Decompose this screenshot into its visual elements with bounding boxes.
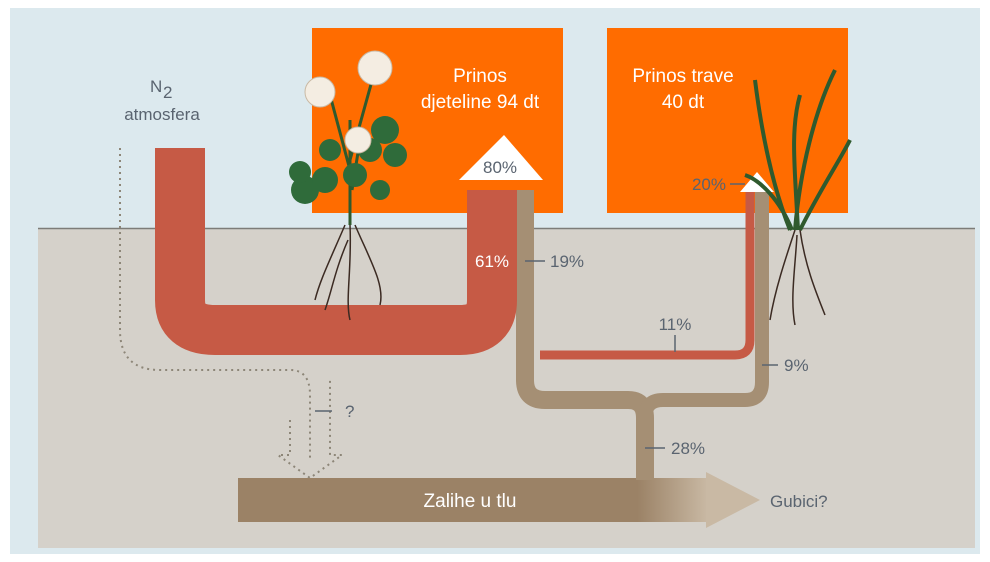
losses-label: Gubici? [770, 492, 828, 511]
flow-label: 28% [671, 439, 705, 458]
clover-yield: djeteline 94 dt [421, 92, 540, 113]
flow-label: 19% [550, 252, 584, 271]
soil-label: Zalihe u tlu [424, 491, 517, 512]
atmosphere-label: atmosfera [124, 105, 200, 124]
flow-label: ? [345, 402, 354, 421]
diagram: N 2 atmosfera Prinos djeteline 94 dt Pri… [0, 0, 990, 562]
page: {"atmosphere": {"symbol": "N", "subscrip… [0, 0, 990, 562]
flow-label: 20% [692, 175, 726, 194]
flow-label: 11% [659, 315, 692, 334]
flow-label: 61% [475, 252, 509, 271]
grass-yield: 40 dt [662, 92, 705, 113]
grass-box [607, 28, 848, 213]
grass-title: Prinos trave [632, 66, 733, 87]
atmosphere-subscript: 2 [163, 83, 172, 102]
atmosphere-symbol: N [150, 77, 162, 96]
flow-label: 9% [784, 356, 809, 375]
clover-title: Prinos [453, 66, 507, 87]
flow-label: 80% [483, 158, 517, 177]
